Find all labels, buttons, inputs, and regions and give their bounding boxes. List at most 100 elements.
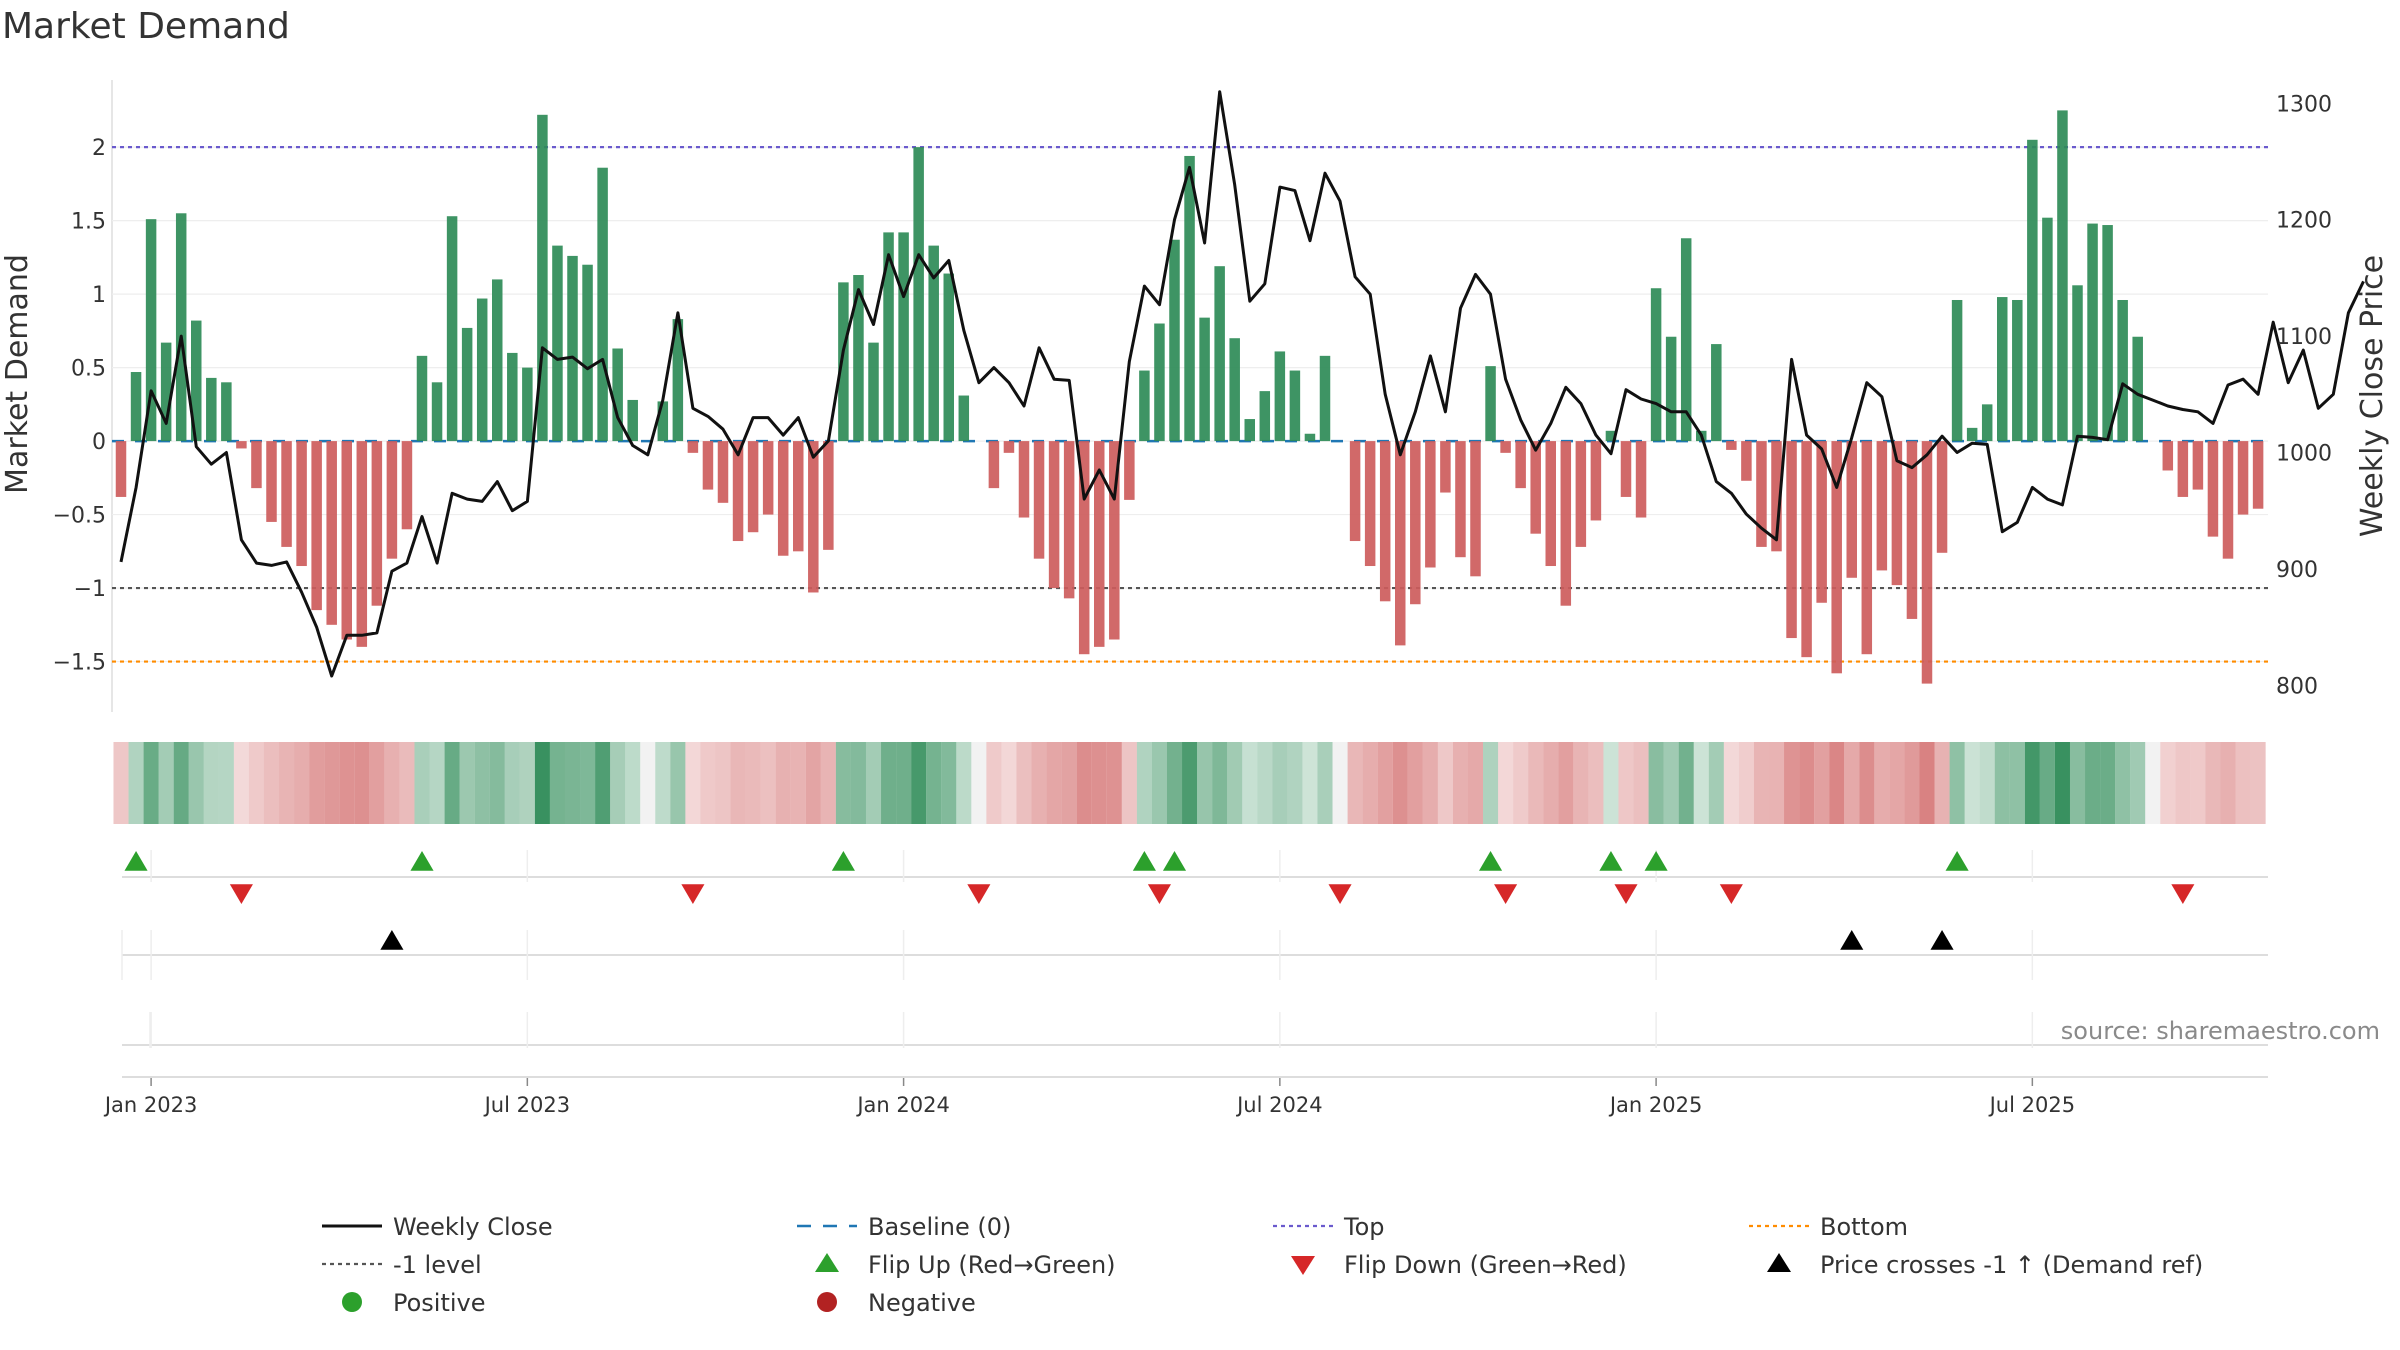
demand-bar — [1199, 317, 1210, 442]
y-tick-label: 1.5 — [71, 210, 106, 235]
y-tick-label: 0.5 — [71, 357, 106, 382]
demand-bar — [507, 352, 518, 442]
heatmap-cell — [956, 742, 972, 824]
flip-down-marker — [1614, 884, 1638, 904]
heatmap-cell — [1227, 742, 1243, 824]
demand-bar — [777, 441, 789, 556]
heatmap-cell — [1633, 742, 1649, 824]
demand-bar — [1771, 441, 1782, 552]
heatmap-cell — [1768, 742, 1785, 824]
heatmap-cell — [534, 742, 550, 824]
demand-bar — [1078, 441, 1090, 655]
demand-bar — [1033, 441, 1045, 559]
demand-bar — [1109, 441, 1120, 640]
heatmap-cell — [700, 742, 716, 824]
heatmap-cell — [745, 742, 761, 824]
demand-bar — [1214, 266, 1225, 442]
demand-bar — [1801, 441, 1812, 658]
demand-bar — [115, 441, 127, 497]
demand-bar — [2072, 285, 2083, 442]
heatmap-cell — [113, 742, 129, 824]
demand-bar — [657, 401, 669, 442]
heatmap-cell — [2039, 742, 2055, 824]
demand-bar — [1289, 370, 1301, 442]
legend-item: -1 level — [322, 1251, 482, 1279]
heatmap-cell — [805, 742, 821, 824]
demand-bar — [1139, 370, 1150, 442]
demand-bar — [386, 441, 398, 559]
heatmap-cell — [715, 742, 731, 824]
heatmap-cell — [610, 742, 626, 824]
heatmap-cell — [1392, 742, 1408, 824]
demand-bar — [1018, 441, 1030, 518]
legend-item: Bottom — [1749, 1213, 1908, 1241]
heatmap-cell — [2205, 742, 2221, 824]
demand-bar — [1741, 441, 1752, 481]
demand-bar — [160, 342, 172, 442]
demand-bar — [1259, 391, 1271, 442]
y-tick-label: 0 — [92, 430, 106, 455]
left-axis-ticks: −1.5 −1 −0.5 0 0.5 1 1.5 2 — [53, 136, 106, 675]
heatmap-cell — [1182, 742, 1198, 824]
demand-bar — [175, 213, 187, 442]
demand-bar — [145, 219, 157, 442]
heatmap-cell — [850, 742, 866, 824]
heatmap-cell — [1904, 742, 1920, 824]
heatmap-cell — [2235, 742, 2251, 824]
heatmap-cell — [1528, 742, 1544, 824]
heatmap-cell — [1573, 742, 1589, 824]
demand-bar — [868, 342, 879, 442]
demand-bar — [717, 441, 729, 503]
legend-item: Weekly Close — [322, 1213, 553, 1241]
demand-bar — [1003, 441, 1015, 453]
flip-down-marker — [1147, 884, 1171, 904]
heatmap-cell — [986, 742, 1002, 824]
demand-bar — [597, 167, 608, 442]
demand-bar — [446, 216, 458, 442]
demand-bar — [1545, 441, 1556, 567]
demand-bar — [2207, 441, 2219, 537]
demand-bar — [1440, 441, 1451, 493]
demand-bar — [1786, 441, 1797, 639]
demand-bar — [1500, 441, 1511, 453]
heatmap-cell — [2175, 742, 2191, 824]
demand-bar — [823, 441, 834, 550]
heatmap-cell — [2085, 742, 2101, 824]
demand-bar — [1124, 441, 1135, 500]
heatmap-cell — [1874, 742, 1890, 824]
demand-bar — [130, 372, 142, 442]
demand-bar — [793, 441, 804, 552]
legend-triangle-up-icon — [815, 1253, 839, 1272]
heatmap-cell — [1829, 742, 1845, 824]
demand-bar — [1876, 441, 1888, 571]
y-tick-label: −0.5 — [53, 504, 106, 529]
right-axis-ticks: 800 900 1000 1100 1200 1300 — [2276, 92, 2332, 699]
demand-bar — [206, 377, 217, 442]
demand-bar — [1816, 441, 1827, 603]
heatmap-cell — [1362, 742, 1378, 824]
legend-item: Negative — [817, 1289, 976, 1317]
legend: Weekly Close Baseline (0) Top Bottom -1 leve… — [322, 1213, 2203, 1317]
heatmap-cell — [143, 742, 159, 824]
heatmap-cell — [309, 742, 325, 824]
heatmap-cell — [1467, 742, 1484, 824]
price-cross-marker — [380, 930, 404, 950]
demand-bar — [1410, 441, 1421, 605]
demand-bar — [1455, 441, 1466, 558]
heatmap-cell — [2009, 742, 2025, 824]
demand-bar — [266, 441, 277, 522]
heatmap-cell — [1016, 742, 1032, 824]
heatmap-cell — [339, 742, 355, 824]
legend-label: Negative — [868, 1289, 976, 1317]
legend-label: Bottom — [1820, 1213, 1908, 1241]
demand-bar — [747, 441, 759, 533]
heatmap-cell — [519, 742, 535, 824]
heatmap-cell — [354, 742, 370, 824]
left-axis-title: Market Demand — [0, 254, 35, 494]
heatmap-cell — [865, 742, 882, 824]
y2-tick-label: 1200 — [2276, 209, 2332, 234]
heatmap-cell — [1498, 742, 1514, 824]
demand-bar — [1997, 297, 2008, 442]
demand-bar — [2012, 299, 2023, 442]
heatmap-cell — [790, 742, 806, 824]
